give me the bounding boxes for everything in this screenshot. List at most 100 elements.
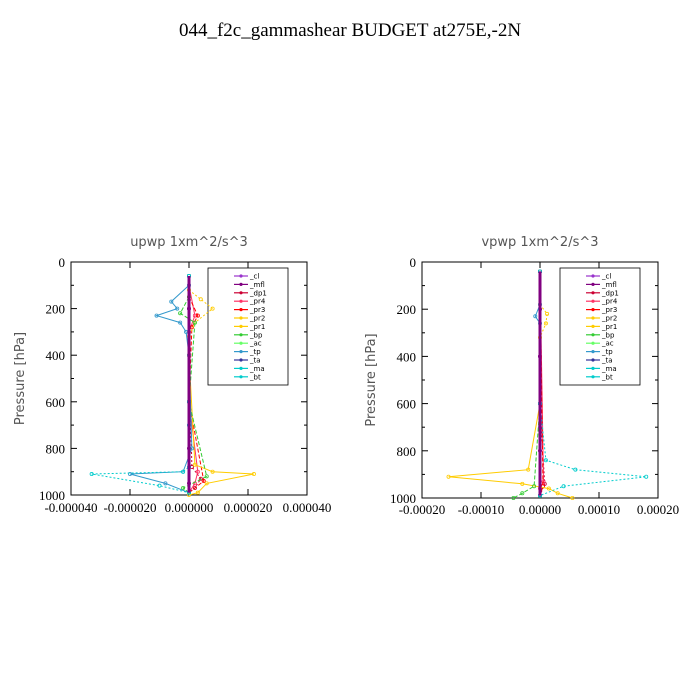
series-point: [198, 297, 203, 302]
legend-marker: [239, 291, 243, 295]
chart-panel-2: vpwp 1xm^2/s^3 Pressure [hPa] 0 200 400 600 80…: [364, 235, 679, 517]
legend-marker: [239, 282, 243, 286]
series-point: [201, 479, 206, 484]
series-line-pr2: [539, 304, 548, 338]
legend-marker: [591, 366, 595, 370]
series-point: [545, 311, 550, 316]
y-axis-label: Pressure [hPa]: [13, 332, 28, 425]
legend-label: _bt: [601, 373, 613, 381]
legend-marker: [239, 333, 243, 337]
y-tick-label: 1000: [39, 488, 65, 503]
legend-label: _pr3: [601, 306, 617, 314]
legend-marker: [239, 358, 243, 362]
series-point: [163, 481, 168, 486]
y-tick-label: 1000: [390, 491, 416, 506]
legend-label: _bp: [249, 331, 263, 339]
series-point: [204, 481, 209, 486]
series-point: [175, 306, 180, 311]
series-point: [543, 458, 548, 463]
series-point: [561, 484, 566, 489]
series-point: [157, 483, 162, 488]
page-title: 044_f2c_gammashear BUDGET at275E,-2N: [178, 20, 522, 41]
legend-label: _ta: [249, 357, 261, 365]
legend-marker: [239, 350, 243, 354]
series-point: [555, 491, 560, 496]
legend-label: _mfl: [249, 281, 265, 289]
legend-label: _ma: [601, 365, 617, 373]
legend-marker: [591, 316, 595, 320]
legend-label: _ta: [601, 357, 613, 365]
legend-label: _pr1: [601, 323, 617, 331]
x-tick-label: 0.000020: [224, 500, 273, 515]
legend-marker: [591, 341, 595, 345]
series-point: [446, 474, 451, 479]
legend-marker: [239, 375, 243, 379]
x-tick-label: 0.00020: [637, 502, 679, 517]
legend-label: _tp: [601, 348, 613, 356]
series-point: [204, 474, 209, 479]
legend-marker: [239, 366, 243, 370]
panel-title: vpwp 1xm^2/s^3: [481, 235, 598, 250]
legend-label: _bp: [601, 331, 615, 339]
legend-marker: [591, 350, 595, 354]
y-axis-label: Pressure [hPa]: [364, 333, 379, 426]
series-point: [181, 486, 186, 491]
legend-marker: [591, 282, 595, 286]
x-tick-label: 0.000000: [165, 500, 214, 515]
legend-label: _dp1: [249, 289, 267, 297]
series-point: [210, 306, 215, 311]
legend-marker: [591, 333, 595, 337]
legend-label: _cl: [601, 273, 611, 281]
legend-label: _ac: [249, 340, 262, 348]
legend-label: _pr3: [249, 306, 265, 314]
x-tick-label: -0.000040: [44, 500, 97, 515]
series-line-ma: [539, 403, 647, 497]
series-point: [195, 313, 200, 318]
series-point: [543, 321, 548, 326]
series-point: [210, 469, 215, 474]
series-point: [251, 472, 256, 477]
series-point: [192, 320, 197, 325]
legend-marker: [591, 375, 595, 379]
legend-marker: [239, 308, 243, 312]
series-point: [169, 299, 174, 304]
y-tick-label: 400: [397, 349, 417, 364]
y-tick-label: 400: [46, 348, 66, 363]
legend-label: _pr2: [601, 315, 617, 323]
legend-label: _mfl: [601, 281, 617, 289]
series-line-pr1: [448, 403, 573, 499]
legend-marker: [239, 341, 243, 345]
legend-label: _pr2: [249, 315, 265, 323]
series-point: [178, 320, 183, 325]
series-point: [198, 476, 203, 481]
legend-marker: [591, 299, 595, 303]
y-tick-label: 600: [46, 395, 66, 410]
series-point: [511, 495, 516, 500]
series-point: [181, 469, 186, 474]
legend-label: _pr4: [601, 298, 618, 306]
x-tick-label: 0.00010: [578, 502, 620, 517]
series-point: [192, 486, 197, 491]
series-point: [546, 486, 551, 491]
series-point: [195, 490, 200, 495]
y-tick-label: 800: [46, 441, 66, 456]
legend-marker: [239, 316, 243, 320]
series-point: [573, 467, 578, 472]
series-line-dp1: [539, 271, 546, 496]
legend-label: _cl: [249, 273, 259, 281]
series-line-tp: [129, 284, 193, 494]
x-tick-label: -0.000020: [103, 500, 156, 515]
legend-marker: [239, 299, 243, 303]
series-point: [520, 481, 525, 486]
chart-panel-1: upwp 1xm^2/s^3 Pressure [hPa] 0 200 400 600 80…: [13, 235, 331, 515]
legend-label: _pr4: [249, 298, 266, 306]
series-line-ma: [91, 276, 190, 494]
series-point: [89, 472, 94, 477]
legend-marker: [239, 324, 243, 328]
series-point: [192, 462, 197, 467]
series-point: [541, 479, 546, 484]
legend-marker: [591, 291, 595, 295]
x-tick-label: 0.000040: [283, 500, 332, 515]
legend-label: _ma: [249, 365, 265, 373]
legend-marker: [591, 274, 595, 278]
